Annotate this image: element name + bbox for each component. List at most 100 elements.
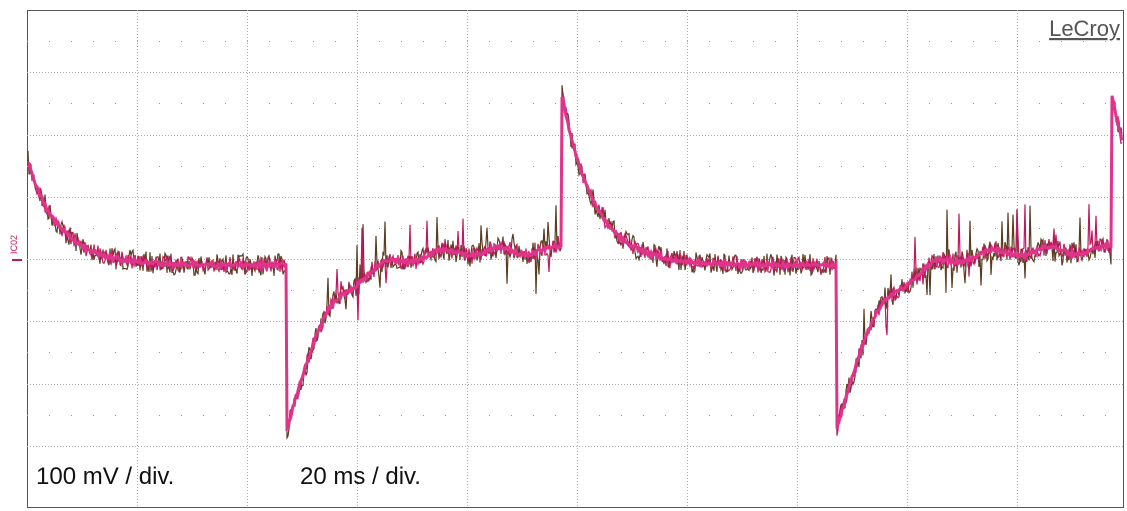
minor-dot: [489, 352, 490, 353]
minor-dot: [71, 103, 72, 104]
minor-dot: [225, 352, 226, 353]
minor-dot: [599, 228, 600, 229]
minor-dot: [775, 41, 776, 42]
minor-dot: [357, 415, 358, 416]
minor-dot: [401, 166, 402, 167]
minor-dot: [643, 290, 644, 291]
minor-dot: [907, 415, 908, 416]
channel-marker: IC02: [9, 235, 19, 254]
minor-dot: [115, 103, 116, 104]
minor-dot: [93, 290, 94, 291]
minor-dot: [555, 290, 556, 291]
minor-dot: [467, 290, 468, 291]
minor-dot: [841, 166, 842, 167]
minor-dot: [577, 103, 578, 104]
minor-dot: [445, 41, 446, 42]
minor-dot: [335, 352, 336, 353]
minor-dot: [269, 352, 270, 353]
minor-dot: [533, 166, 534, 167]
minor-dot: [511, 415, 512, 416]
minor-dot: [379, 166, 380, 167]
minor-dot: [1039, 415, 1040, 416]
minor-dot: [665, 415, 666, 416]
minor-dot: [709, 103, 710, 104]
minor-dot: [555, 41, 556, 42]
minor-dot: [797, 415, 798, 416]
minor-dot: [687, 415, 688, 416]
minor-dot: [401, 228, 402, 229]
minor-dot: [401, 103, 402, 104]
minor-dot: [731, 103, 732, 104]
minor-dot: [819, 103, 820, 104]
minor-dot: [401, 41, 402, 42]
minor-dot: [621, 415, 622, 416]
minor-dot: [423, 352, 424, 353]
minor-dot: [929, 228, 930, 229]
minor-dot: [929, 166, 930, 167]
minor-dot: [511, 228, 512, 229]
minor-dot: [643, 228, 644, 229]
minor-dot: [1083, 352, 1084, 353]
minor-dot: [93, 103, 94, 104]
minor-dot: [643, 352, 644, 353]
minor-dot: [995, 103, 996, 104]
minor-dot: [599, 415, 600, 416]
minor-dot: [225, 228, 226, 229]
minor-dot: [841, 103, 842, 104]
minor-dot: [335, 103, 336, 104]
minor-dot: [247, 228, 248, 229]
minor-dot: [71, 166, 72, 167]
minor-dot: [467, 103, 468, 104]
minor-dot: [907, 103, 908, 104]
minor-dot: [203, 415, 204, 416]
minor-dot: [357, 352, 358, 353]
minor-dot: [687, 352, 688, 353]
minor-dot: [885, 352, 886, 353]
minor-dot: [137, 290, 138, 291]
minor-dot: [533, 352, 534, 353]
minor-dot: [841, 41, 842, 42]
minor-dot: [797, 228, 798, 229]
minor-dot: [1039, 290, 1040, 291]
minor-dot: [115, 166, 116, 167]
minor-dot: [643, 166, 644, 167]
minor-dot: [313, 228, 314, 229]
minor-dot: [291, 228, 292, 229]
minor-dot: [313, 166, 314, 167]
minor-dot: [885, 415, 886, 416]
minor-dot: [401, 352, 402, 353]
minor-dot: [577, 352, 578, 353]
minor-dot: [335, 228, 336, 229]
minor-dot: [797, 103, 798, 104]
minor-dot: [973, 166, 974, 167]
minor-dot: [445, 290, 446, 291]
minor-dot: [1105, 228, 1106, 229]
minor-dot: [533, 228, 534, 229]
minor-dot: [159, 166, 160, 167]
minor-dot: [291, 41, 292, 42]
minor-dot: [951, 352, 952, 353]
minor-dot: [621, 290, 622, 291]
minor-dot: [819, 290, 820, 291]
minor-dot: [225, 41, 226, 42]
minor-dot: [181, 415, 182, 416]
minor-dot: [621, 352, 622, 353]
minor-dot: [1105, 166, 1106, 167]
minor-dot: [863, 103, 864, 104]
minor-dot: [203, 228, 204, 229]
minor-dot: [907, 166, 908, 167]
minor-dot: [467, 352, 468, 353]
minor-dot: [511, 103, 512, 104]
minor-dot: [731, 352, 732, 353]
minor-dot: [995, 290, 996, 291]
minor-dot: [401, 415, 402, 416]
minor-dot: [203, 166, 204, 167]
minor-dot: [203, 103, 204, 104]
minor-dot: [225, 415, 226, 416]
minor-dot: [885, 166, 886, 167]
minor-dot: [1017, 41, 1018, 42]
minor-dot: [379, 103, 380, 104]
minor-dot: [709, 41, 710, 42]
minor-dot: [951, 103, 952, 104]
minor-dot: [115, 352, 116, 353]
